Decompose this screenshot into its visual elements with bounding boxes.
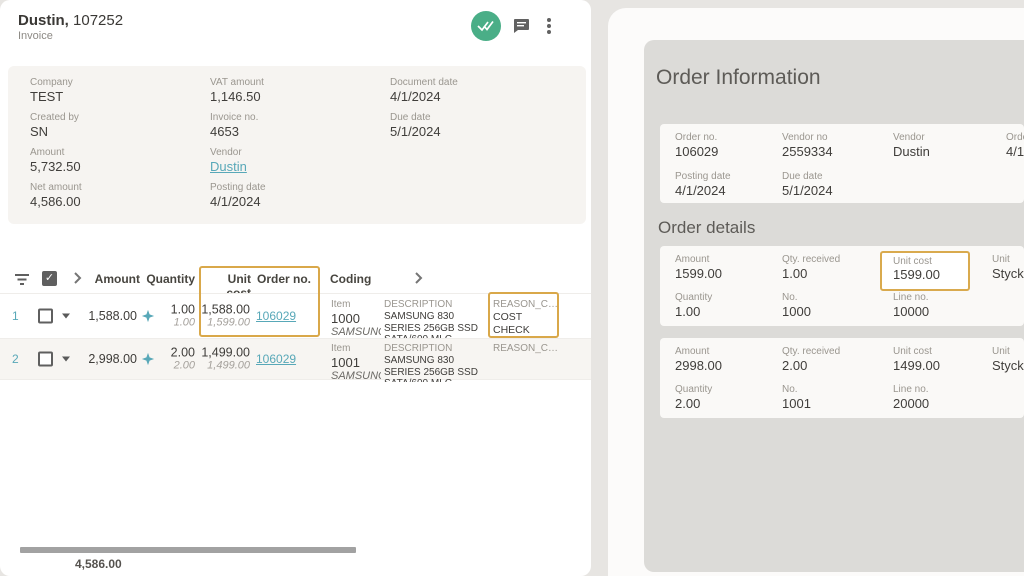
cell-item: Item 1000 SAMSUNG… <box>331 299 381 338</box>
field-unit: Unit Styck <box>992 346 1024 373</box>
invoice-line-row-1[interactable]: 1 1,588.00 1.00 1.00 1,588.00 1,599.00 1… <box>0 293 591 349</box>
column-header-coding[interactable]: Coding <box>330 272 372 286</box>
order-no-link[interactable]: 106029 <box>256 352 297 366</box>
cell-quantity: 2.00 2.00 <box>170 345 195 372</box>
order-information-title: Order Information <box>656 66 821 89</box>
order-info-card: Order no. 106029 Vendor no 2559334 Vendor D… <box>660 124 1024 203</box>
field-vendor: Vendor Dustin <box>893 132 930 159</box>
field-line-no: Line no. 10000 <box>893 292 930 319</box>
column-header-amount[interactable]: Amount <box>94 272 140 286</box>
field-no: No. 1001 <box>782 384 811 411</box>
order-no-link[interactable]: 106029 <box>256 309 297 323</box>
split-plus-icon[interactable] <box>141 352 155 366</box>
approve-button[interactable] <box>471 11 501 41</box>
field-amount: Amount 5,732.50 <box>30 147 81 174</box>
cell-description: DESCRIPTION SAMSUNG 830 SERIES 256GB SSD… <box>384 343 478 382</box>
amount-total: 4,586.00 <box>75 557 122 571</box>
field-qty-received: Qty. received 2.00 <box>782 346 841 373</box>
row-checkbox[interactable] <box>38 308 53 324</box>
field-posting-date: Posting date 4/1/2024 <box>210 182 266 209</box>
invoice-number: 107252 <box>73 12 124 29</box>
order-info-panel: Order Information Order no. 106029 Vendor… <box>644 40 1024 572</box>
field-order-no: Order no. 106029 <box>675 132 719 159</box>
double-check-icon <box>471 11 501 41</box>
select-all-checkbox[interactable]: ✓ <box>42 271 57 286</box>
kebab-menu-icon[interactable] <box>547 16 551 36</box>
vendor-link[interactable]: Dustin <box>210 159 247 174</box>
row-checkbox[interactable] <box>38 351 53 367</box>
order-detail-card-2: Amount 2998.00 Qty. received 2.00 Unit cos… <box>660 338 1024 418</box>
invoice-fields-card: Company TEST Created by SN Amount 5,732.50 … <box>8 66 586 224</box>
row-number: 1 <box>12 309 19 323</box>
field-invoice-no: Invoice no. 4653 <box>210 112 259 139</box>
comment-button[interactable] <box>512 18 530 34</box>
caret-down-icon[interactable] <box>62 356 70 362</box>
horizontal-scrollbar[interactable] <box>20 547 356 553</box>
column-header-order-no[interactable]: Order no. <box>257 272 312 286</box>
cell-unit-cost: 1,588.00 1,599.00 <box>201 302 250 329</box>
order-info-window: Order Information Order no. 106029 Vendor… <box>608 8 1024 576</box>
field-created-by: Created by SN <box>30 112 79 139</box>
cell-quantity: 1.00 1.00 <box>170 302 195 329</box>
document-type-label: Invoice <box>18 30 53 42</box>
coding-chevron-icon[interactable] <box>414 271 423 285</box>
field-unit: Unit Styck <box>992 254 1024 281</box>
invoice-panel: Dustin, 107252 Invoice Company TEST Creat… <box>0 0 591 576</box>
lines-table-header: ✓ Amount Quantity Unit cost Order no. Co… <box>0 265 591 300</box>
field-vendor: Vendor Dustin <box>210 147 390 182</box>
cell-description: DESCRIPTION SAMSUNG 830 SERIES 256GB SSD… <box>384 299 478 340</box>
page-title: Dustin, 107252 <box>18 12 123 29</box>
field-qty-received: Qty. received 1.00 <box>782 254 841 281</box>
invoice-header: Dustin, 107252 Invoice <box>18 12 123 42</box>
cell-unit-cost: 1,499.00 1,499.00 <box>201 345 250 372</box>
expand-rows-chevron-icon[interactable] <box>73 271 82 285</box>
field-due-date: Due date 5/1/2024 <box>782 171 833 198</box>
column-header-quantity[interactable]: Quantity <box>146 272 195 286</box>
order-detail-card-1: Amount 1599.00 Qty. received 1.00 Unit cos… <box>660 246 1024 326</box>
split-plus-icon[interactable] <box>141 309 155 323</box>
field-company: Company TEST <box>30 77 73 104</box>
field-vat-amount: VAT amount 1,146.50 <box>210 77 264 104</box>
filter-icon[interactable] <box>14 273 30 286</box>
field-line-no: Line no. 20000 <box>893 384 930 411</box>
field-quantity: Quantity 2.00 <box>675 384 713 411</box>
order-details-title: Order details <box>658 218 756 237</box>
vendor-name: Dustin, <box>18 12 69 29</box>
cell-item: Item 1001 SAMSUNG… <box>331 343 381 382</box>
comment-icon <box>514 19 529 33</box>
row-number: 2 <box>12 352 19 366</box>
field-quantity: Quantity 1.00 <box>675 292 713 319</box>
highlight-unit-cost-field: Unit cost 1599.00 <box>880 251 970 291</box>
field-no: No. 1000 <box>782 292 811 319</box>
field-vendor-no: Vendor no 2559334 <box>782 132 833 159</box>
cell-reason: REASON_C… <box>493 343 559 354</box>
field-net-amount: Net amount 4,586.00 <box>30 182 82 209</box>
invoice-line-row-2[interactable]: 2 2,998.00 2.00 2.00 1,499.00 1,499.00 1… <box>0 338 591 382</box>
cell-amount: 2,998.00 <box>88 352 137 366</box>
field-document-date: Document date 4/1/2024 <box>390 77 458 104</box>
cell-amount: 1,588.00 <box>88 309 137 323</box>
field-posting-date: Posting date 4/1/2024 <box>675 171 731 198</box>
field-amount: Amount 2998.00 <box>675 346 722 373</box>
field-unit-cost: Unit cost 1499.00 <box>893 346 940 373</box>
field-amount: Amount 1599.00 <box>675 254 722 281</box>
caret-down-icon[interactable] <box>62 313 70 319</box>
field-due-date: Due date 5/1/2024 <box>390 112 441 139</box>
